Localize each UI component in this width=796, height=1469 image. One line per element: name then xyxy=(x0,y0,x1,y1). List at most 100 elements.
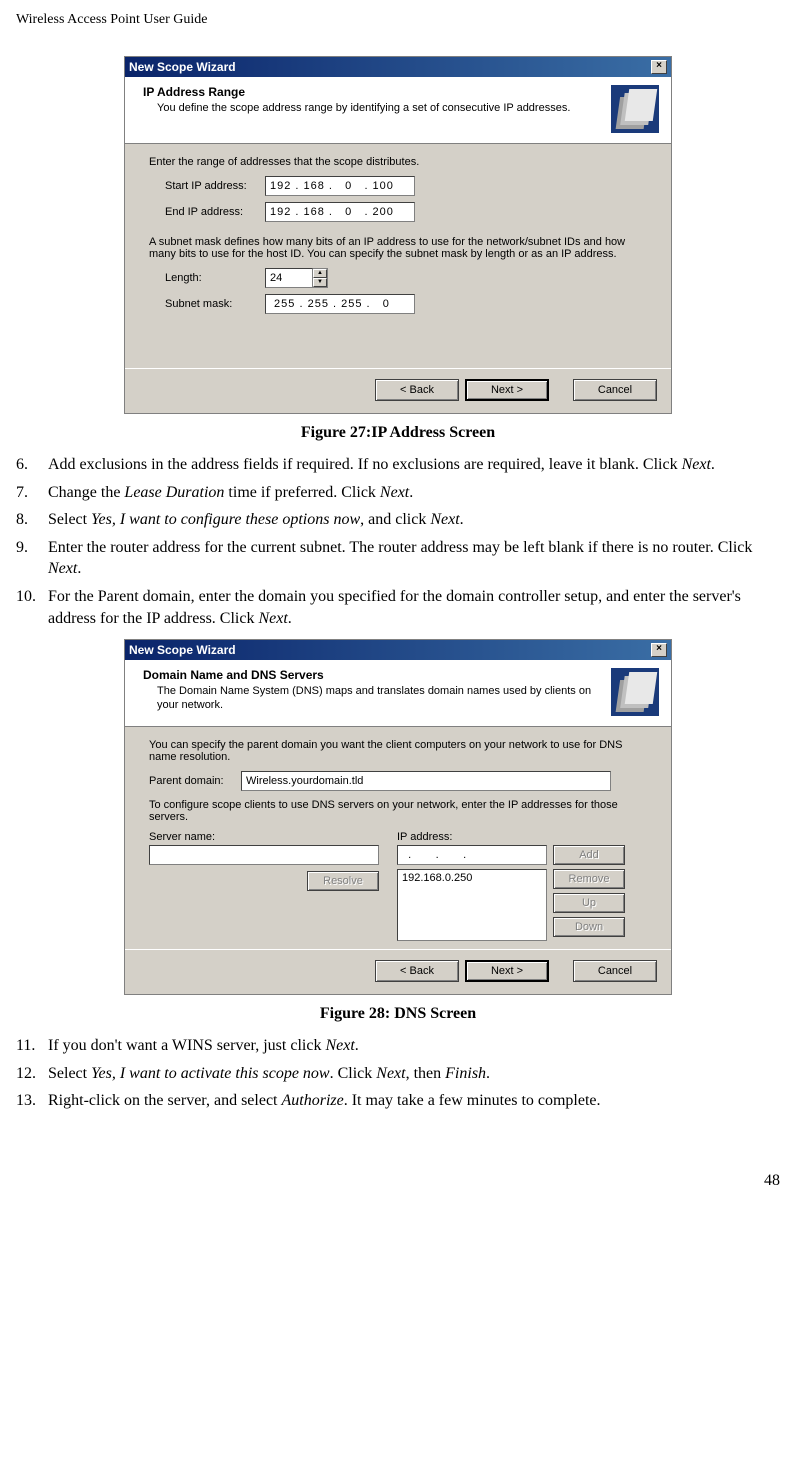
cancel-button[interactable]: Cancel xyxy=(573,960,657,982)
step-num: 10. xyxy=(16,586,48,629)
dialog2-header-text: Domain Name and DNS Servers The Domain N… xyxy=(143,668,601,713)
parent-domain-input[interactable] xyxy=(241,771,611,791)
step-num: 7. xyxy=(16,482,48,504)
close-icon[interactable]: × xyxy=(651,643,667,657)
parent-domain-row: Parent domain: xyxy=(149,771,647,791)
dialog1-section-title: IP Address Range xyxy=(143,85,601,99)
step-num: 6. xyxy=(16,454,48,476)
dialog1-titlebar: New Scope Wizard × xyxy=(125,57,671,77)
step-6: 6.Add exclusions in the address fields i… xyxy=(16,454,780,476)
dialog2-buttons: < Back Next > Cancel xyxy=(125,949,671,994)
step-13: 13.Right-click on the server, and select… xyxy=(16,1090,780,1112)
dialog2-container: New Scope Wizard × Domain Name and DNS S… xyxy=(16,639,780,995)
step-9: 9.Enter the router address for the curre… xyxy=(16,537,780,580)
mask-desc: A subnet mask defines how many bits of a… xyxy=(149,236,647,260)
up-button[interactable]: Up xyxy=(553,893,625,913)
steps-6-10: 6.Add exclusions in the address fields i… xyxy=(16,454,780,629)
page-header: Wireless Access Point User Guide xyxy=(16,12,780,28)
step-num: 11. xyxy=(16,1035,48,1057)
ip-address-label: IP address: xyxy=(397,831,625,843)
step-text: Select Yes, I want to activate this scop… xyxy=(48,1063,780,1085)
step-text: For the Parent domain, enter the domain … xyxy=(48,586,780,629)
subnet-label: Subnet mask: xyxy=(165,298,265,310)
subnet-row: Subnet mask: xyxy=(165,294,647,314)
figure-27-caption: Figure 27:IP Address Screen xyxy=(16,424,780,442)
config-text: To configure scope clients to use DNS se… xyxy=(149,799,647,823)
dialog1-buttons: < Back Next > Cancel xyxy=(125,368,671,413)
page-number: 48 xyxy=(16,1172,780,1190)
step-text: Enter the router address for the current… xyxy=(48,537,780,580)
end-ip-input[interactable] xyxy=(265,202,415,222)
dialog2-header: Domain Name and DNS Servers The Domain N… xyxy=(125,660,671,727)
spinner-down-icon[interactable]: ▼ xyxy=(313,278,327,287)
step-12: 12.Select Yes, I want to activate this s… xyxy=(16,1063,780,1085)
start-ip-row: Start IP address: xyxy=(165,176,647,196)
ip-inputs: 192.168.0.250 xyxy=(397,845,547,941)
spinner-buttons[interactable]: ▲ ▼ xyxy=(313,268,328,288)
back-button[interactable]: < Back xyxy=(375,960,459,982)
step-text: Change the Lease Duration time if prefer… xyxy=(48,482,780,504)
dialog2-body: Domain Name and DNS Servers The Domain N… xyxy=(125,660,671,994)
step-7: 7.Change the Lease Duration time if pref… xyxy=(16,482,780,504)
step-10: 10.For the Parent domain, enter the doma… xyxy=(16,586,780,629)
ip-listbox[interactable]: 192.168.0.250 xyxy=(397,869,547,941)
dialog2-title: New Scope Wizard xyxy=(129,643,236,657)
dialog1-container: New Scope Wizard × IP Address Range You … xyxy=(16,56,780,414)
dns-dialog: New Scope Wizard × Domain Name and DNS S… xyxy=(124,639,672,995)
ip-address-dialog: New Scope Wizard × IP Address Range You … xyxy=(124,56,672,414)
dialog1-body: IP Address Range You define the scope ad… xyxy=(125,77,671,413)
dns-columns: Server name: Resolve IP address: 192.168… xyxy=(149,831,647,941)
start-ip-input[interactable] xyxy=(265,176,415,196)
resolve-button[interactable]: Resolve xyxy=(307,871,379,891)
length-input[interactable] xyxy=(265,268,313,288)
start-ip-label: Start IP address: xyxy=(165,180,265,192)
next-button[interactable]: Next > xyxy=(465,960,549,982)
down-button[interactable]: Down xyxy=(553,917,625,937)
dialog1-intro: Enter the range of addresses that the sc… xyxy=(149,156,647,168)
add-button[interactable]: Add xyxy=(553,845,625,865)
server-name-input[interactable] xyxy=(149,845,379,865)
ip-button-column: Add Remove Up Down xyxy=(553,845,625,941)
subnet-input[interactable] xyxy=(265,294,415,314)
step-8: 8.Select Yes, I want to configure these … xyxy=(16,509,780,531)
step-text: Add exclusions in the address fields if … xyxy=(48,454,780,476)
back-button[interactable]: < Back xyxy=(375,379,459,401)
cancel-button[interactable]: Cancel xyxy=(573,379,657,401)
step-text: Right-click on the server, and select Au… xyxy=(48,1090,780,1112)
step-num: 9. xyxy=(16,537,48,580)
dialog1-header-text: IP Address Range You define the scope ad… xyxy=(143,85,601,115)
end-ip-label: End IP address: xyxy=(165,206,265,218)
parent-domain-label: Parent domain: xyxy=(149,775,241,787)
step-num: 8. xyxy=(16,509,48,531)
dialog2-content: You can specify the parent domain you wa… xyxy=(125,727,671,949)
dialog1-title: New Scope Wizard xyxy=(129,60,236,74)
end-ip-row: End IP address: xyxy=(165,202,647,222)
step-num: 13. xyxy=(16,1090,48,1112)
remove-button[interactable]: Remove xyxy=(553,869,625,889)
pages-icon xyxy=(611,85,659,133)
steps-11-13: 11.If you don't want a WINS server, just… xyxy=(16,1035,780,1112)
ip-address-col: IP address: 192.168.0.250 Add Remove Up … xyxy=(397,831,625,941)
next-button[interactable]: Next > xyxy=(465,379,549,401)
ip-address-input[interactable] xyxy=(397,845,547,865)
dialog2-titlebar: New Scope Wizard × xyxy=(125,640,671,660)
spinner-up-icon[interactable]: ▲ xyxy=(313,269,327,278)
figure-28-caption: Figure 28: DNS Screen xyxy=(16,1005,780,1023)
length-spinner[interactable]: ▲ ▼ xyxy=(265,268,328,288)
step-11: 11.If you don't want a WINS server, just… xyxy=(16,1035,780,1057)
step-text: If you don't want a WINS server, just cl… xyxy=(48,1035,780,1057)
length-label: Length: xyxy=(165,272,265,284)
server-name-col: Server name: Resolve xyxy=(149,831,379,941)
close-icon[interactable]: × xyxy=(651,60,667,74)
dialog1-section-desc: You define the scope address range by id… xyxy=(157,101,601,115)
dialog2-section-title: Domain Name and DNS Servers xyxy=(143,668,601,682)
dns-intro: You can specify the parent domain you wa… xyxy=(149,739,647,763)
dialog1-content: Enter the range of addresses that the sc… xyxy=(125,144,671,368)
server-name-label: Server name: xyxy=(149,831,379,843)
dialog2-section-desc: The Domain Name System (DNS) maps and tr… xyxy=(157,684,601,713)
dialog1-header: IP Address Range You define the scope ad… xyxy=(125,77,671,144)
pages-icon xyxy=(611,668,659,716)
step-num: 12. xyxy=(16,1063,48,1085)
step-text: Select Yes, I want to configure these op… xyxy=(48,509,780,531)
length-row: Length: ▲ ▼ xyxy=(165,268,647,288)
